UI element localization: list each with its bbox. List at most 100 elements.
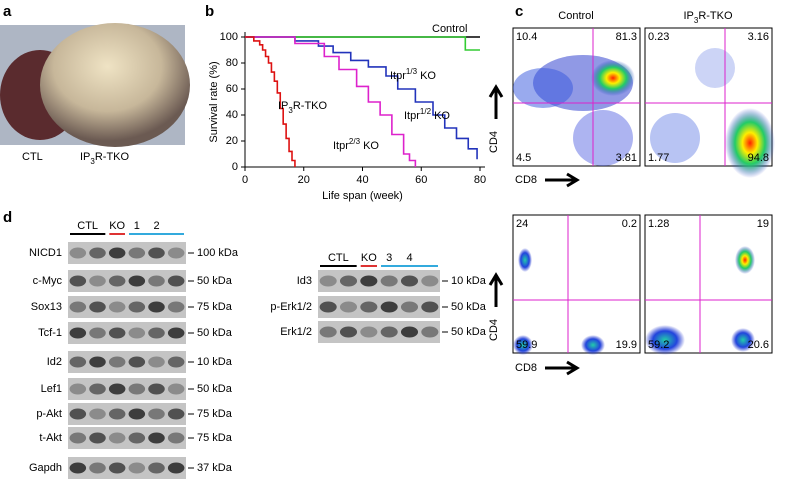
band (69, 462, 87, 474)
protein-label: Tcf-1 (38, 327, 62, 339)
curve-label: Itpr1/3 KO (390, 67, 436, 82)
y-axis-label: CD4 (488, 131, 500, 153)
protein-label: Lef1 (41, 383, 62, 395)
band (421, 326, 439, 338)
column-header-part: Control (558, 10, 593, 22)
size-marker: 10 kDa (451, 275, 487, 287)
cell-population (645, 325, 685, 355)
cell-population (581, 335, 605, 355)
protein-label: Id2 (47, 356, 62, 368)
band (128, 301, 146, 313)
quadrant-percent: 0.23 (648, 31, 669, 43)
size-marker: 100 kDa (197, 247, 239, 259)
group-label: 4 (406, 252, 412, 264)
band (128, 247, 146, 259)
quadrant-percent: 0.2 (622, 218, 637, 230)
curve-label: IP3R-TKO (278, 100, 328, 115)
band (148, 301, 165, 313)
band (128, 327, 146, 339)
curve-label-part: R-TKO (293, 100, 328, 112)
band (148, 432, 165, 444)
quadrant-percent: 4.5 (516, 152, 531, 164)
band (69, 408, 87, 420)
band (108, 247, 126, 259)
arrow (488, 84, 504, 119)
survival-curve (245, 36, 480, 51)
band (319, 301, 337, 313)
photo-label: IP3R-TKO (80, 151, 130, 166)
protein-label: Gapdh (29, 462, 62, 474)
size-marker: 50 kDa (451, 301, 487, 313)
y-axis-label: Survival rate (%) (208, 61, 220, 142)
group-label: 2 (153, 220, 159, 232)
column-header: Control (558, 10, 593, 22)
band (319, 326, 337, 338)
band (128, 432, 146, 444)
band (148, 462, 165, 474)
size-marker: 75 kDa (197, 301, 233, 313)
quadrant-percent: 59.2 (648, 339, 669, 351)
curve-label: Itpr1/2 KO (404, 107, 450, 122)
band (69, 301, 87, 313)
band (148, 327, 165, 339)
band (400, 301, 419, 313)
curve-label-part: Itpr (390, 70, 406, 82)
protein-label: p-Erk1/2 (270, 301, 312, 313)
quadrant-percent: 1.77 (648, 152, 669, 164)
quadrant-percent: 24 (516, 218, 528, 230)
band (108, 275, 126, 287)
band (148, 408, 165, 420)
band (128, 383, 146, 395)
x-tick-label: 40 (356, 174, 368, 186)
band (108, 408, 126, 420)
blot-strip (318, 296, 440, 318)
band (69, 247, 87, 259)
size-marker: 37 kDa (197, 462, 233, 474)
x-tick-label: 80 (474, 174, 486, 186)
x-axis-label: Life span (week) (322, 190, 403, 202)
band (69, 356, 87, 368)
column-header-part: R-TKO (698, 10, 733, 22)
protein-label: t-Akt (39, 432, 62, 444)
band (400, 275, 419, 287)
band (339, 326, 358, 338)
band (69, 383, 87, 395)
band (380, 301, 398, 313)
band (108, 301, 126, 313)
column-header: IP3R-TKO (683, 10, 733, 25)
band (380, 275, 398, 287)
photo-label-part: IP (80, 151, 90, 163)
y-tick-label: 100 (220, 31, 238, 43)
band (360, 275, 378, 287)
flow-plot: 0.23 3.16 1.77 94.8 (644, 27, 775, 178)
protein-label: Erk1/2 (280, 326, 312, 338)
column-header-sub: 3 (694, 16, 699, 25)
cell-population (650, 113, 700, 163)
size-marker: 75 kDa (197, 432, 233, 444)
flow-plot: 10.4 81.3 4.5 3.81 (512, 27, 641, 167)
panel-label: b (205, 3, 214, 20)
band (89, 247, 106, 259)
band (167, 462, 185, 474)
band (148, 356, 165, 368)
band (148, 275, 165, 287)
arrow (488, 272, 504, 307)
quadrant-percent: 10.4 (516, 31, 537, 43)
curve-label-sup: 1/3 (406, 67, 418, 76)
y-tick-label: 40 (226, 109, 238, 121)
cell-population (725, 108, 775, 178)
cell-population (513, 335, 533, 355)
column-header-part: IP (683, 10, 693, 22)
band (108, 432, 126, 444)
size-marker: 50 kDa (451, 326, 487, 338)
photo (0, 23, 190, 147)
quadrant-percent: 3.81 (616, 152, 637, 164)
band (69, 327, 87, 339)
protein-label: c-Myc (33, 275, 63, 287)
flow-plot: 24 0.2 59.9 19.9 (512, 214, 641, 355)
band (400, 326, 419, 338)
band (167, 408, 185, 420)
arrow (545, 360, 580, 376)
curve-label: Itpr2/3 KO (333, 137, 379, 152)
band (89, 408, 106, 420)
